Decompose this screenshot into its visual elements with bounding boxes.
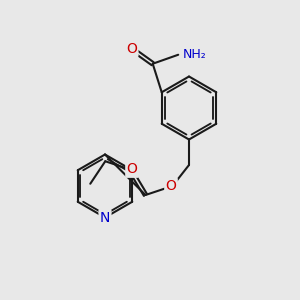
Text: NH₂: NH₂ — [183, 48, 206, 61]
Text: N: N — [100, 211, 110, 224]
Text: O: O — [127, 163, 137, 176]
Text: O: O — [126, 42, 137, 56]
Text: O: O — [166, 179, 176, 193]
